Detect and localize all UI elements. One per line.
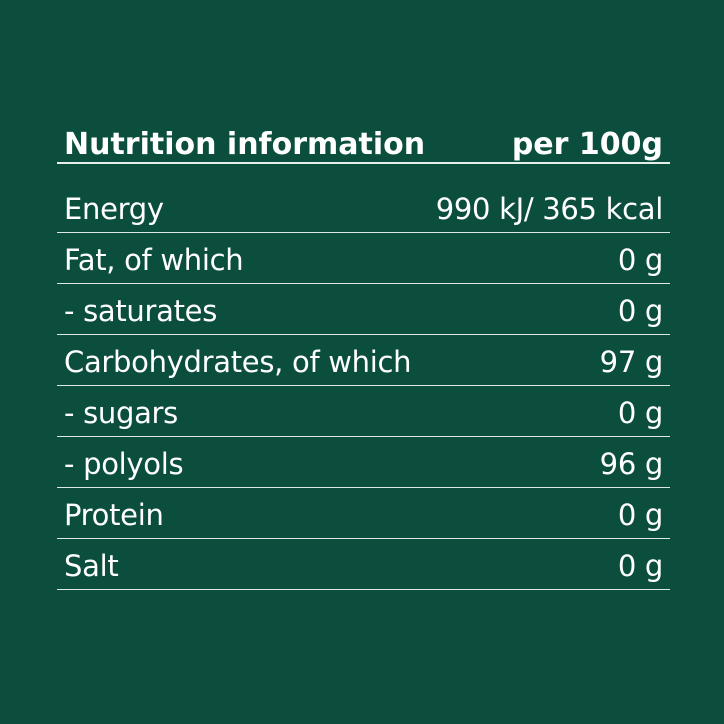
- table-row: Salt 0 g: [57, 539, 670, 590]
- row-label: Salt: [64, 549, 119, 583]
- row-label: Energy: [64, 192, 164, 226]
- row-label: Protein: [64, 498, 164, 532]
- table-row: - polyols 96 g: [57, 437, 670, 488]
- row-value: 0 g: [617, 498, 663, 532]
- row-value: 990 kJ/ 365 kcal: [435, 192, 664, 226]
- row-value: 97 g: [599, 345, 664, 379]
- row-label: - saturates: [64, 294, 218, 328]
- row-value: 0 g: [617, 549, 663, 583]
- row-label: Fat, of which: [64, 243, 244, 277]
- row-value: 0 g: [617, 396, 663, 430]
- table-row: - saturates 0 g: [57, 284, 670, 335]
- table-row: Carbohydrates, of which 97 g: [57, 335, 670, 386]
- row-value: 96 g: [599, 447, 664, 481]
- row-value: 0 g: [617, 294, 663, 328]
- nutrition-table: Nutrition information per 100g Energy 990…: [57, 118, 670, 590]
- row-label: - polyols: [64, 447, 184, 481]
- table-row: Fat, of which 0 g: [57, 233, 670, 284]
- table-header: Nutrition information per 100g: [57, 118, 670, 164]
- table-row: Protein 0 g: [57, 488, 670, 539]
- table-row: Energy 990 kJ/ 365 kcal: [57, 182, 670, 233]
- row-label: Carbohydrates, of which: [64, 345, 412, 379]
- table-row: - sugars 0 g: [57, 386, 670, 437]
- header-title: Nutrition information: [64, 127, 426, 162]
- row-label: - sugars: [64, 396, 178, 430]
- header-per: per 100g: [511, 127, 663, 162]
- row-value: 0 g: [617, 243, 663, 277]
